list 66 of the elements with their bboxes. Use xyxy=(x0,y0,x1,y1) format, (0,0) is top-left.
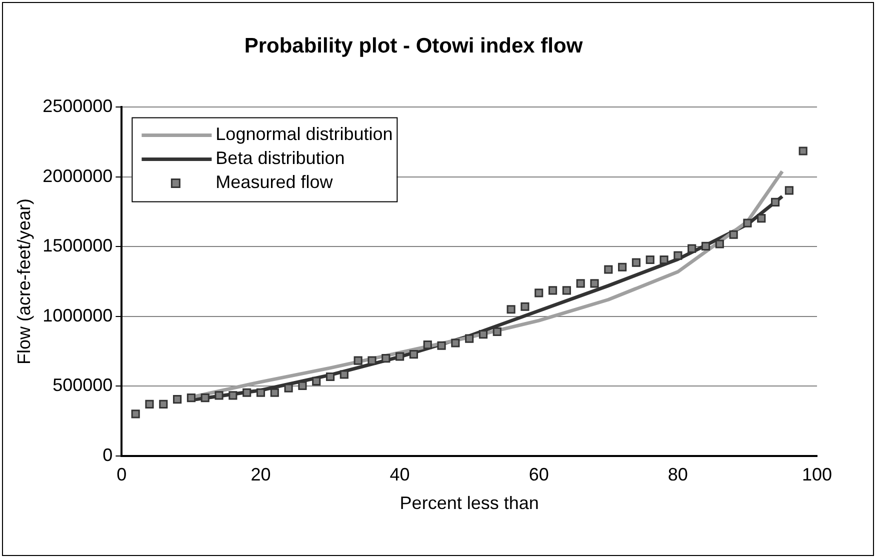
legend-label: Measured flow xyxy=(216,172,334,192)
point xyxy=(437,341,446,350)
x-tick-label: 40 xyxy=(390,464,410,485)
point xyxy=(340,370,348,379)
point xyxy=(660,255,668,264)
point xyxy=(145,400,154,408)
x-tick-label: 60 xyxy=(528,464,549,485)
point xyxy=(534,288,544,298)
point xyxy=(159,400,168,408)
point xyxy=(298,381,307,390)
point xyxy=(200,394,210,402)
y-axis-title: Flow (acre-feet/year) xyxy=(14,198,34,365)
point xyxy=(368,356,376,365)
x-axis-title: Percent less than xyxy=(400,493,539,514)
y-tick-label: 500000 xyxy=(52,375,113,396)
x-tick-label: 20 xyxy=(250,464,271,485)
point xyxy=(520,302,530,311)
point xyxy=(354,356,362,365)
y-tick-label: 1000000 xyxy=(42,305,113,326)
x-tick-label: 80 xyxy=(668,464,688,485)
chart-title: Probability plot - Otowi index flow xyxy=(244,34,584,58)
point xyxy=(465,334,474,343)
y-tick-label: 1500000 xyxy=(42,236,113,256)
point xyxy=(270,388,279,397)
point xyxy=(396,352,404,361)
y-tick-label: 0 xyxy=(102,444,113,465)
point xyxy=(242,388,252,397)
point xyxy=(757,214,766,223)
point xyxy=(228,391,238,400)
point xyxy=(548,286,558,295)
point xyxy=(492,327,502,336)
point xyxy=(646,255,654,264)
legend-label: Beta distribution xyxy=(216,148,345,168)
point xyxy=(632,258,640,267)
y-tick-label: 2000000 xyxy=(42,166,113,186)
point xyxy=(618,262,627,272)
point xyxy=(784,186,794,195)
point xyxy=(688,244,696,253)
point xyxy=(423,340,432,350)
point xyxy=(173,395,182,404)
point xyxy=(256,388,266,397)
point xyxy=(214,391,224,400)
point xyxy=(604,265,613,274)
point xyxy=(576,279,585,288)
point xyxy=(798,146,808,156)
x-tick-label: 100 xyxy=(802,464,832,485)
point xyxy=(743,218,752,228)
point xyxy=(326,372,335,382)
x-tick-label: 0 xyxy=(116,464,127,485)
point xyxy=(770,198,780,206)
point xyxy=(562,286,571,295)
point xyxy=(409,350,418,359)
point xyxy=(186,394,196,402)
point xyxy=(382,354,390,363)
point xyxy=(312,376,321,386)
point xyxy=(478,330,488,339)
y-tick-label: 2500000 xyxy=(42,96,113,116)
point xyxy=(715,240,724,248)
point xyxy=(451,338,460,348)
legend-label: Lognormal distribution xyxy=(216,124,393,144)
point xyxy=(131,410,140,418)
point xyxy=(506,305,516,314)
point xyxy=(674,251,682,260)
point xyxy=(701,242,710,251)
point xyxy=(729,230,738,239)
point xyxy=(590,279,599,288)
